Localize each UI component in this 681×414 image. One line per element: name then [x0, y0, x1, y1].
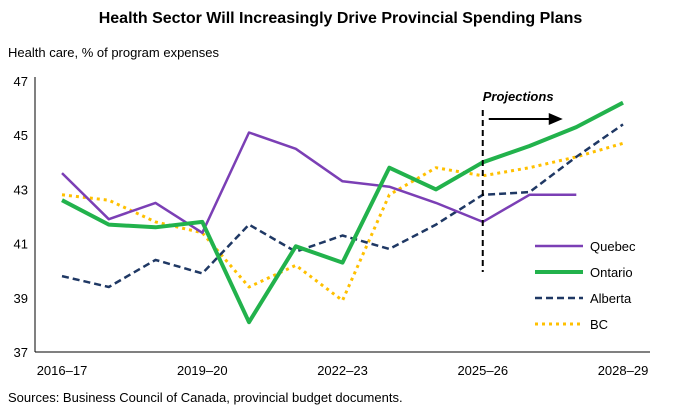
- series-line-quebec: [61, 131, 577, 235]
- source-note: Sources: Business Council of Canada, pro…: [8, 390, 403, 405]
- projections-label: Projections: [483, 89, 554, 104]
- chart-title: Health Sector Will Increasingly Drive Pr…: [98, 10, 583, 27]
- axes: 37 39 41 43 45 47 2016–17 2019–20 2022–23 2025–26…: [14, 74, 650, 378]
- x-tick-label: 2019–20: [177, 363, 228, 378]
- projections-annotation: Projections: [481, 89, 563, 272]
- y-tick-label: 41: [14, 237, 28, 252]
- series-line-ontario: [61, 100, 624, 325]
- projection-arrow-head: [548, 113, 563, 125]
- series-lines: [61, 100, 624, 325]
- legend: Quebec Ontario Alberta BC: [535, 239, 636, 332]
- legend-label-alberta: Alberta: [590, 291, 632, 306]
- y-axis-label: Health care, % of program expenses: [8, 45, 219, 60]
- y-tick-label: 39: [14, 291, 28, 306]
- y-tick-label: 47: [14, 74, 28, 89]
- y-tick-label: 45: [14, 128, 28, 143]
- x-tick-label: 2022–23: [317, 363, 368, 378]
- series-line-bc: [61, 141, 624, 302]
- y-tick-label: 43: [14, 182, 28, 197]
- legend-label-bc: BC: [590, 317, 608, 332]
- x-tick-label: 2028–29: [598, 363, 649, 378]
- y-tick-label: 37: [14, 345, 28, 360]
- series-line-alberta: [61, 123, 624, 289]
- x-tick-label: 2016–17: [37, 363, 88, 378]
- legend-label-quebec: Quebec: [590, 239, 636, 254]
- legend-label-ontario: Ontario: [590, 265, 633, 280]
- x-tick-label: 2025–26: [457, 363, 508, 378]
